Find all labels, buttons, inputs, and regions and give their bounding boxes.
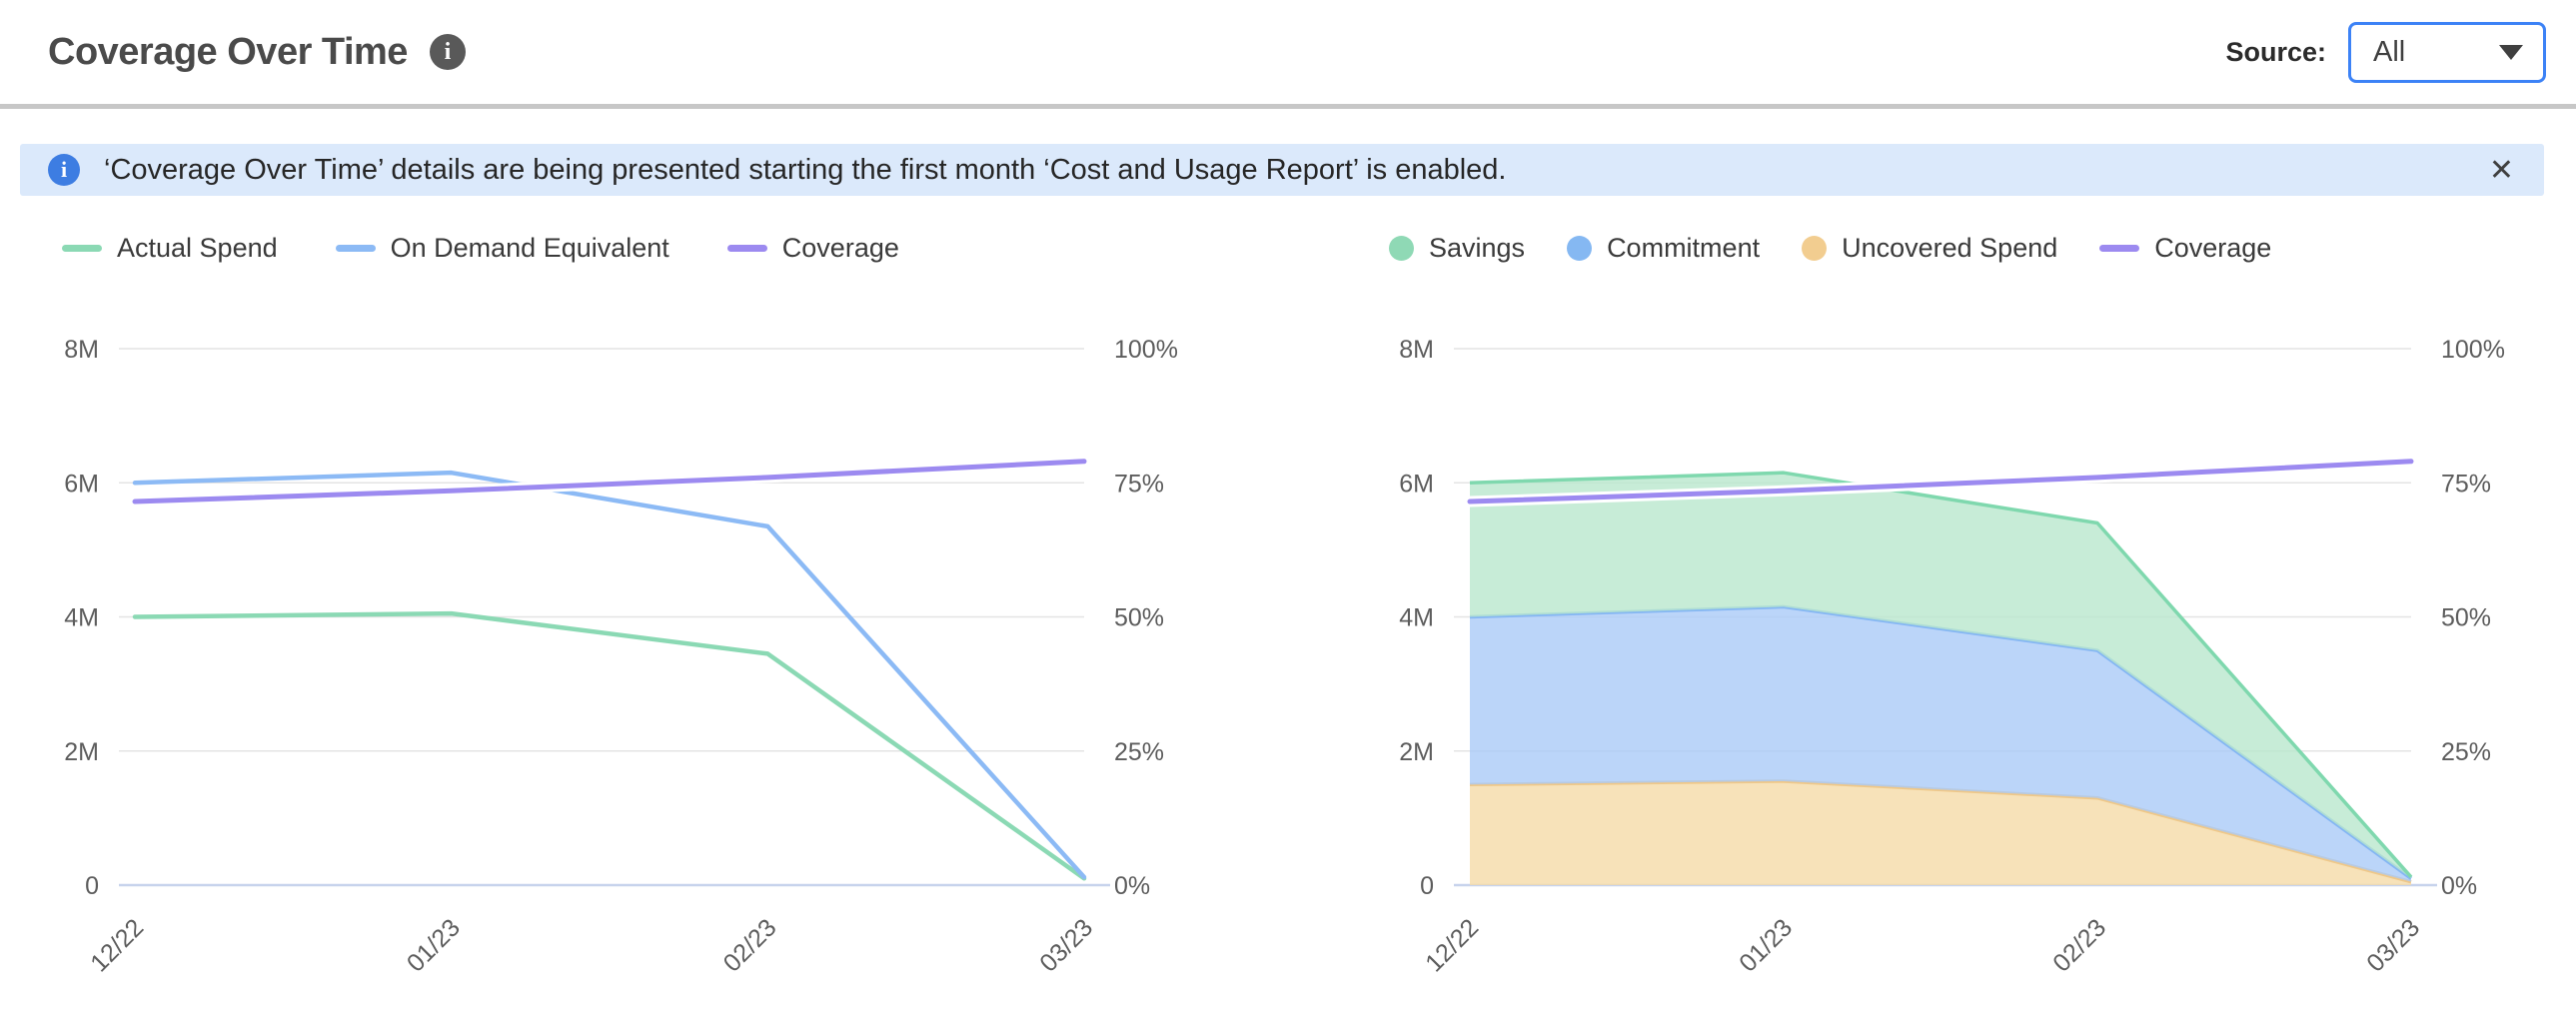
area-savings xyxy=(1470,473,2411,879)
commitment-swatch xyxy=(1567,235,1593,261)
coverage-stacked-area-chart: 8M 100% 6M 75% 4M 50% 2M 25% 0 0% 12/22 01/23 02/23 0… xyxy=(1399,336,2505,977)
legend-item-on-demand-equivalent[interactable]: On Demand Equivalent xyxy=(335,232,669,264)
series-line-actual-spend xyxy=(132,610,1087,881)
info-banner: i ‘Coverage Over Time’ details are being… xyxy=(20,144,2544,196)
area-commitment xyxy=(1470,606,2411,882)
charts-canvas: 8M 100% 6M 75% 4M 50% 2M 25% 0 0% 12/22 01/23 02/23 0… xyxy=(64,336,2505,977)
right-chart-legend: Savings Commitment Uncovered Spend Coverage xyxy=(1389,230,2271,266)
x-axis-label: 12/22 xyxy=(85,913,149,977)
x-axis-label: 12/22 xyxy=(1420,913,1484,977)
y-axis-label-right: 50% xyxy=(1114,604,1164,632)
legend-label: Coverage xyxy=(2154,232,2272,263)
banner-info-icon: i xyxy=(48,154,80,186)
legend-label: Savings xyxy=(1429,232,1526,263)
source-wrap: Source: All xyxy=(2225,0,2546,104)
close-icon[interactable]: ✕ xyxy=(2488,153,2514,187)
y-axis-label-left: 4M xyxy=(1399,604,1434,632)
y-axis-label-left: 8M xyxy=(1399,336,1434,364)
legend-label: Coverage xyxy=(781,232,899,263)
actual-spend-swatch xyxy=(62,244,102,252)
legend-label: Actual Spend xyxy=(117,232,278,263)
y-axis-label-right: 0% xyxy=(1114,872,1150,900)
legend-item-actual-spend[interactable]: Actual Spend xyxy=(62,233,278,264)
y-axis-label-left: 6M xyxy=(64,470,99,498)
x-axis-label: 03/23 xyxy=(2361,913,2425,977)
series-line-coverage xyxy=(1467,459,2414,505)
chevron-down-icon xyxy=(2499,44,2523,60)
series-line-coverage xyxy=(132,459,1087,505)
y-axis-label-left: 6M xyxy=(1399,470,1434,498)
area-top-edge-savings xyxy=(1469,471,2413,879)
savings-swatch xyxy=(1389,235,1414,261)
y-axis-label-left: 0 xyxy=(1420,872,1434,900)
y-axis-label-left: 0 xyxy=(85,872,99,900)
y-axis-label-right: 75% xyxy=(2441,470,2491,498)
legend-item-commitment[interactable]: Commitment xyxy=(1567,233,1760,264)
source-dropdown-value: All xyxy=(2373,35,2406,68)
source-label: Source: xyxy=(2225,36,2326,67)
title-wrap: Coverage Over Time i xyxy=(48,0,466,104)
header-divider xyxy=(0,104,2576,109)
left-chart-legend: Actual Spend On Demand Equivalent Coverage xyxy=(62,230,899,266)
y-axis-label-left: 2M xyxy=(1399,738,1434,766)
source-dropdown[interactable]: All xyxy=(2348,21,2546,83)
x-axis-label: 03/23 xyxy=(1034,913,1098,977)
coverage-swatch xyxy=(726,244,767,252)
legend-item-savings[interactable]: Savings xyxy=(1389,233,1525,264)
coverage-swatch xyxy=(2099,244,2140,252)
y-axis-label-right: 75% xyxy=(1114,470,1164,498)
y-axis-label-right: 25% xyxy=(1114,738,1164,766)
page-header: Coverage Over Time i Source: All xyxy=(0,0,2576,104)
on-demand-equivalent-swatch xyxy=(335,244,376,252)
banner-message: ‘Coverage Over Time’ details are being p… xyxy=(104,153,1507,186)
y-axis-label-right: 50% xyxy=(2441,604,2491,632)
legend-label: On Demand Equivalent xyxy=(390,232,669,263)
legend-label: Uncovered Spend xyxy=(1842,232,2058,263)
uncovered-spend-swatch xyxy=(1802,235,1828,261)
legend-item-coverage[interactable]: Coverage xyxy=(726,232,899,264)
title-info-icon[interactable]: i xyxy=(429,34,466,70)
x-axis-label: 02/23 xyxy=(2047,913,2111,977)
y-axis-label-right: 25% xyxy=(2441,738,2491,766)
y-axis-label-left: 2M xyxy=(64,738,99,766)
y-axis-label-left: 8M xyxy=(64,336,99,364)
y-axis-label-right: 100% xyxy=(1114,336,1178,364)
y-axis-label-left: 4M xyxy=(64,604,99,632)
page-title: Coverage Over Time xyxy=(48,30,408,73)
x-axis-label: 01/23 xyxy=(402,913,466,977)
y-axis-label-right: 0% xyxy=(2441,872,2477,900)
x-axis-label: 01/23 xyxy=(1734,913,1798,977)
legend-item-coverage[interactable]: Coverage xyxy=(2099,233,2271,264)
y-axis-label-right: 100% xyxy=(2441,336,2505,364)
area-uncovered-spend xyxy=(1470,780,2411,885)
x-axis-label: 02/23 xyxy=(718,913,782,977)
series-line-on-demand-equivalent xyxy=(132,470,1087,880)
spend-coverage-line-chart: 8M 100% 6M 75% 4M 50% 2M 25% 0 0% 12/22 01/23 02/23 0… xyxy=(64,336,1178,977)
legend-item-uncovered-spend[interactable]: Uncovered Spend xyxy=(1802,233,2057,264)
legend-label: Commitment xyxy=(1607,232,1761,263)
